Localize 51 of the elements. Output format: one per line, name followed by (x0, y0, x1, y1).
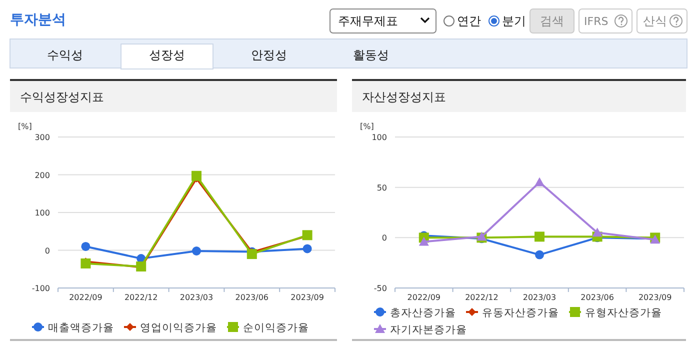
x-tick-label: 2022/12 (124, 293, 158, 302)
legend-label: 유동자산증가율 (482, 307, 559, 319)
text: 산식 (643, 14, 667, 28)
x-tick-label: 2022/09 (69, 293, 102, 302)
text: 연간 (457, 14, 481, 28)
text: 성장성 (149, 48, 185, 62)
point (81, 242, 90, 251)
point (192, 246, 201, 256)
point (534, 232, 544, 242)
legend-label: 영업이익증가율 (140, 322, 217, 334)
legend-label: 총자산증가율 (390, 307, 456, 319)
legend-label: 매출액증가율 (48, 322, 114, 334)
point (80, 258, 91, 268)
text: 수익성 (47, 48, 83, 62)
point (535, 250, 544, 260)
text: 안정성 (251, 48, 287, 62)
y-tick-label: -50 (374, 284, 387, 293)
y-tick-label: 200 (34, 170, 50, 180)
y-tick-label: 100 (372, 133, 387, 142)
legend-label: 유형자산증가율 (585, 307, 662, 319)
chart-title: 수익성장성지표 (20, 90, 104, 104)
x-tick-label: 2023/09 (290, 293, 324, 302)
x-tick-label: 2023/06 (235, 293, 269, 302)
x-tick-label: 2023/03 (180, 293, 214, 302)
y-tick-label: 50 (376, 183, 387, 192)
y-tick-label: -100 (32, 284, 50, 293)
text: 분기 (502, 14, 526, 28)
y-tick-label: 0 (382, 234, 387, 243)
legend-label: 자기자본증가율 (390, 324, 467, 336)
text: 주재무제표 (338, 14, 398, 28)
y-axis-title: [%] (360, 122, 374, 131)
y-axis-title: [%] (18, 122, 32, 131)
point (592, 228, 602, 237)
point (302, 244, 312, 254)
y-tick-label: 0 (44, 246, 50, 256)
x-tick-label: 2023/03 (522, 293, 556, 302)
legend-label: 순이익증가율 (243, 322, 309, 334)
x-tick-label: 2023/06 (580, 293, 614, 302)
y-tick-label: 300 (34, 133, 50, 142)
text: 투자분석 (10, 12, 66, 28)
point (246, 249, 257, 260)
x-tick-label: 2023/09 (638, 293, 672, 302)
x-tick-label: 2022/09 (407, 293, 441, 302)
text: IFRS (584, 15, 608, 28)
text: 검색 (540, 14, 564, 28)
point (534, 177, 544, 186)
text: 활동성 (353, 48, 389, 62)
y-tick-label: 100 (34, 208, 50, 218)
point (192, 170, 202, 181)
x-tick-label: 2022/12 (465, 293, 498, 302)
chart-title: 자산성장성지표 (362, 90, 446, 104)
